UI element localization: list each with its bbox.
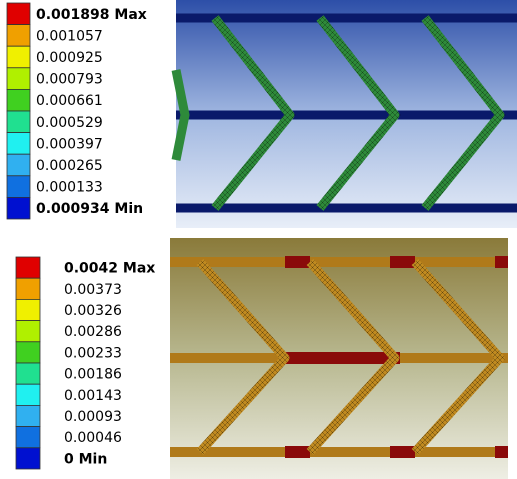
legend-label: 0.001898 Max [36,7,147,23]
legend-label: 0.000934 Min [36,201,143,217]
legend-swatch [16,427,40,448]
legend-label: 0.00286 [64,324,122,340]
legend-label: 0.00046 [64,430,122,446]
legend-label: 0.000925 [36,50,103,66]
legend-swatch [16,342,40,363]
legend-label: 0.000661 [36,93,103,109]
legend-swatch [7,111,30,133]
legend-label: 0.00326 [64,303,122,319]
legend-swatch [7,154,30,176]
legend-swatch [16,257,40,278]
legend-swatch [16,278,40,299]
legend-swatch [7,176,30,198]
legend-swatch [16,321,40,342]
legend-swatch [7,46,30,68]
legend-label: 0.00186 [64,367,122,383]
legend-swatch [7,133,30,155]
legend-swatch [7,197,30,219]
legend-swatch [16,405,40,426]
legend-label: 0.000397 [36,136,103,152]
legend-label: 0.001057 [36,28,103,44]
legend-label: 0.000265 [36,158,103,174]
legend-swatch [7,68,30,90]
contour-image-2 [170,238,508,479]
legend-label: 0.0042 Max [64,261,155,277]
legend-swatch [16,299,40,320]
legend-swatch [7,3,30,25]
legend-swatch [16,363,40,384]
legend-label: 0.000133 [36,180,103,196]
legend-label: 0.000793 [36,72,103,88]
legend-label: 0.00233 [64,345,122,361]
legend-label: 0.000529 [36,115,103,131]
legend-swatch [7,89,30,111]
contour-image-1 [176,0,517,228]
legend-label: 0 Min [64,451,107,467]
legend-swatch [16,448,40,469]
figure: 0.001898 Max 0.001057 0.000925 0.000793 0.00… [0,0,517,479]
legend-swatch [16,384,40,405]
legend-swatch [7,25,30,47]
legend-label: 0.00143 [64,388,122,404]
legend-label: 0.00093 [64,409,122,425]
legend-label: 0.00373 [64,282,122,298]
